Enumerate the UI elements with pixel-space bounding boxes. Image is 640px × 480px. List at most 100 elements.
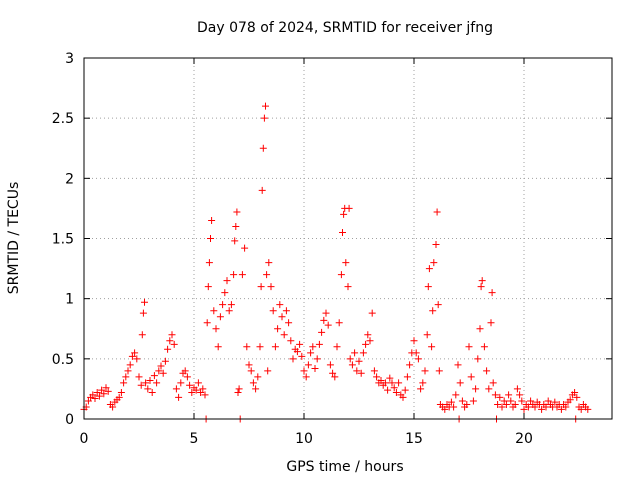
- data-point: [320, 316, 328, 324]
- data-point: [507, 397, 515, 405]
- data-point: [434, 301, 442, 309]
- data-point: [410, 337, 418, 345]
- data-point: [102, 384, 110, 392]
- data-point: [230, 271, 238, 279]
- data-point: [337, 271, 345, 279]
- data-point: [318, 328, 326, 336]
- data-point: [307, 349, 315, 357]
- y-tick-label: 2.5: [52, 111, 74, 127]
- data-point: [447, 398, 455, 406]
- data-point: [516, 391, 524, 399]
- data-point: [584, 405, 592, 413]
- data-point: [452, 391, 460, 399]
- data-point: [351, 349, 359, 357]
- data-point: [201, 391, 209, 399]
- data-point: [267, 283, 275, 291]
- data-point: [390, 384, 398, 392]
- data-point: [259, 144, 267, 152]
- data-point: [477, 283, 485, 291]
- data-point: [430, 259, 438, 267]
- data-point: [210, 307, 218, 315]
- x-tick-label: 15: [405, 431, 423, 447]
- data-point: [311, 364, 319, 372]
- data-point: [100, 390, 108, 398]
- data-point: [131, 349, 139, 357]
- data-point: [285, 319, 293, 327]
- data-point: [340, 210, 348, 218]
- data-point: [271, 343, 279, 351]
- data-point: [370, 367, 378, 375]
- data-point: [355, 357, 363, 365]
- data-point: [326, 361, 334, 369]
- data-point: [551, 398, 559, 406]
- data-point: [421, 367, 429, 375]
- data-point: [432, 241, 440, 249]
- data-point: [353, 367, 361, 375]
- data-point: [203, 319, 211, 327]
- data-point: [435, 367, 443, 375]
- data-point: [322, 309, 330, 317]
- data-point: [168, 331, 176, 339]
- data-point: [216, 313, 224, 321]
- data-point: [335, 319, 343, 327]
- data-point: [238, 271, 246, 279]
- data-point: [298, 352, 306, 360]
- data-point: [138, 331, 146, 339]
- x-tick-labels: 0 5 10 15 20: [80, 431, 533, 447]
- data-point: [483, 367, 491, 375]
- y-tick-label: 0: [65, 412, 74, 428]
- data-point: [258, 186, 266, 194]
- data-point: [403, 373, 411, 381]
- data-point: [177, 379, 185, 387]
- data-point: [296, 340, 304, 348]
- data-point: [531, 403, 539, 411]
- data-point: [489, 379, 497, 387]
- data-point: [223, 277, 231, 285]
- data-point: [263, 271, 271, 279]
- data-point: [544, 397, 552, 405]
- data-point: [153, 379, 161, 387]
- data-point: [274, 325, 282, 333]
- data-point: [148, 389, 156, 397]
- data-point: [227, 301, 235, 309]
- data-point: [348, 361, 356, 369]
- data-point: [423, 331, 431, 339]
- data-point: [172, 385, 180, 393]
- y-tick-label: 3: [65, 51, 74, 67]
- data-point: [480, 343, 488, 351]
- data-point: [577, 405, 585, 413]
- data-point: [505, 391, 513, 399]
- data-point: [331, 373, 339, 381]
- data-point: [377, 376, 385, 384]
- data-point: [496, 393, 504, 401]
- data-point: [289, 355, 297, 363]
- x-axis-title: GPS time / hours: [286, 459, 403, 475]
- data-point: [139, 309, 147, 317]
- data-point: [257, 283, 265, 291]
- data-point: [264, 367, 272, 375]
- data-point: [150, 372, 158, 380]
- data-point: [518, 397, 526, 405]
- data-point: [287, 337, 295, 345]
- data-point: [472, 385, 480, 393]
- data-point: [302, 373, 310, 381]
- data-point: [265, 259, 273, 267]
- data-point: [381, 379, 389, 387]
- y-tick-labels: 0 0.5 1 1.5 2 2.5 3: [52, 51, 74, 428]
- data-point: [344, 283, 352, 291]
- data-point: [368, 309, 376, 317]
- data-point: [573, 393, 581, 401]
- data-point: [476, 325, 484, 333]
- data-point: [91, 395, 99, 403]
- y-tick-label: 2: [65, 171, 74, 187]
- data-point: [538, 405, 546, 413]
- data-point: [243, 343, 251, 351]
- data-point: [485, 385, 493, 393]
- x-tick-label: 10: [295, 431, 313, 447]
- data-point: [146, 376, 154, 384]
- data-point: [225, 307, 233, 315]
- data-point: [428, 343, 436, 351]
- data-point: [137, 381, 145, 389]
- data-point: [205, 259, 213, 267]
- data-point: [84, 397, 92, 405]
